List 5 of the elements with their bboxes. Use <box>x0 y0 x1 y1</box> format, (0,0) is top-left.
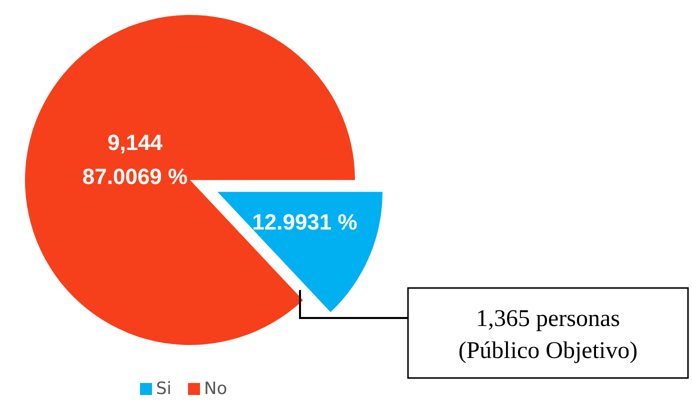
text: 1,365 personas (Público Objetivo) <box>458 306 638 364</box>
data-label: 9,144 87.0069 % <box>82 130 188 189</box>
legend-label: Si <box>156 379 172 399</box>
data-label: 12.9931 % <box>252 210 358 235</box>
legend-label: No <box>204 379 228 399</box>
